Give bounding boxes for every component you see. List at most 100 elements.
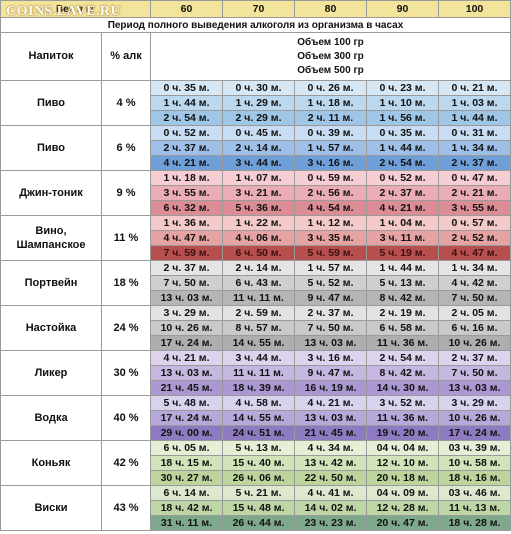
weight-col-header: 70 bbox=[222, 0, 295, 18]
time-cell: 14 ч. 55 м. bbox=[222, 410, 295, 426]
time-cell: 4 ч. 54 м. bbox=[294, 200, 367, 216]
time-cell: 10 ч. 26 м. bbox=[150, 320, 223, 336]
time-cell: 0 ч. 45 м. bbox=[222, 125, 295, 141]
time-cell: 2 ч. 21 м. bbox=[438, 185, 511, 201]
time-cell: 4 ч. 47 м. bbox=[438, 245, 511, 261]
drink-abv: 9 % bbox=[101, 170, 151, 216]
drink-row: 3 ч. 55 м. 3 ч. 21 м. 2 ч. 56 м. 2 ч. 37 м.… bbox=[1, 185, 511, 201]
time-cell: 31 ч. 11 м. bbox=[150, 515, 223, 531]
time-cell: 1 ч. 22 м. bbox=[222, 215, 295, 231]
time-cell: 22 ч. 50 м. bbox=[294, 470, 367, 486]
time-cell: 2 ч. 54 м. bbox=[150, 110, 223, 126]
time-cell: 1 ч. 18 м. bbox=[294, 95, 367, 111]
time-cell: 24 ч. 51 м. bbox=[222, 425, 295, 441]
time-cell: 5 ч. 19 м. bbox=[366, 245, 439, 261]
abv-column-header: % алк bbox=[101, 32, 151, 81]
time-cell: 11 ч. 13 м. bbox=[438, 500, 511, 516]
time-cell: 23 ч. 23 м. bbox=[294, 515, 367, 531]
time-cell: 2 ч. 37 м. bbox=[438, 350, 511, 366]
time-cell: 1 ч. 56 м. bbox=[366, 110, 439, 126]
volume-300-label: Объем 300 гр bbox=[297, 50, 364, 62]
time-cell: 0 ч. 52 м. bbox=[150, 125, 223, 141]
time-cell: 15 ч. 40 м. bbox=[222, 455, 295, 471]
time-cell: 1 ч. 34 м. bbox=[438, 260, 511, 276]
drink-abv: 18 % bbox=[101, 260, 151, 306]
time-cell: 30 ч. 27 м. bbox=[150, 470, 223, 486]
time-cell: 5 ч. 13 м. bbox=[222, 440, 295, 456]
time-cell: 3 ч. 55 м. bbox=[438, 200, 511, 216]
drink-name: Настойка bbox=[0, 305, 102, 351]
drink-row: 18 ч. 15 м. 15 ч. 40 м. 13 ч. 42 м. 12 ч. 1… bbox=[1, 455, 511, 471]
time-cell: 1 ч. 36 м. bbox=[150, 215, 223, 231]
time-cell: 4 ч. 21 м. bbox=[150, 350, 223, 366]
time-cell: 12 ч. 28 м. bbox=[366, 500, 439, 516]
drink-abv: 6 % bbox=[101, 125, 151, 171]
time-cell: 14 ч. 55 м. bbox=[222, 335, 295, 351]
drink-abv: 11 % bbox=[101, 215, 151, 261]
drink-row: Ликер 30 % 4 ч. 21 м. 3 ч. 44 м. 3 ч. 16 м. 2… bbox=[0, 350, 511, 396]
time-cell: 4 ч. 34 м. bbox=[294, 440, 367, 456]
drink-row: 13 ч. 03 м. 11 ч. 11 м. 9 ч. 47 м. 8 ч. 42 … bbox=[1, 365, 511, 381]
time-cell: 2 ч. 37 м. bbox=[150, 260, 223, 276]
time-cell: 0 ч. 21 м. bbox=[438, 80, 511, 96]
time-cell: 13 ч. 03 м. bbox=[150, 290, 223, 306]
time-cell: 12 ч. 10 м. bbox=[366, 455, 439, 471]
time-cell: 3 ч. 44 м. bbox=[222, 155, 295, 171]
drink-row: Джин-тоник 9 % 1 ч. 18 м. 1 ч. 07 м. 0 ч. 59… bbox=[0, 170, 511, 216]
time-cell: 11 ч. 11 м. bbox=[222, 365, 295, 381]
volume-legend: Объем 100 гр Объем 300 гр Объем 500 гр bbox=[150, 32, 511, 81]
time-cell: 11 ч. 36 м. bbox=[366, 335, 439, 351]
drink-abv: 40 % bbox=[101, 395, 151, 441]
time-cell: 1 ч. 10 м. bbox=[366, 95, 439, 111]
time-cell: 0 ч. 57 м. bbox=[438, 215, 511, 231]
drink-name: Пиво bbox=[0, 80, 102, 126]
time-cell: 17 ч. 24 м. bbox=[438, 425, 511, 441]
time-cell: 6 ч. 16 м. bbox=[438, 320, 511, 336]
time-cell: 18 ч. 16 м. bbox=[438, 470, 511, 486]
drink-name: Водка bbox=[0, 395, 102, 441]
weight-col-header: 90 bbox=[366, 0, 439, 18]
time-cell: 19 ч. 20 м. bbox=[366, 425, 439, 441]
time-cell: 5 ч. 36 м. bbox=[222, 200, 295, 216]
drink-row: 17 ч. 24 м. 14 ч. 55 м. 13 ч. 03 м. 11 ч. 3… bbox=[1, 410, 511, 426]
time-cell: 7 ч. 50 м. bbox=[438, 290, 511, 306]
time-cell: 3 ч. 29 м. bbox=[150, 305, 223, 321]
drink-row: 31 ч. 11 м. 26 ч. 44 м. 23 ч. 23 м. 20 ч. 4… bbox=[1, 515, 511, 531]
time-cell: 26 ч. 44 м. bbox=[222, 515, 295, 531]
time-cell: 18 ч. 15 м. bbox=[150, 455, 223, 471]
drink-row: Портвейн 18 % 2 ч. 37 м. 2 ч. 14 м. 1 ч. 57 … bbox=[0, 260, 511, 306]
time-cell: 18 ч. 28 м. bbox=[438, 515, 511, 531]
time-cell: 16 ч. 19 м. bbox=[294, 380, 367, 396]
time-cell: 0 ч. 35 м. bbox=[366, 125, 439, 141]
drink-row: 2 ч. 54 м. 2 ч. 29 м. 2 ч. 11 м. 1 ч. 56 м.… bbox=[1, 110, 511, 126]
weight-col-header: 80 bbox=[294, 0, 367, 18]
time-cell: 3 ч. 44 м. bbox=[222, 350, 295, 366]
time-cell: 3 ч. 35 м. bbox=[294, 230, 367, 246]
drink-name: Портвейн bbox=[0, 260, 102, 306]
time-cell: 5 ч. 59 м. bbox=[294, 245, 367, 261]
time-cell: 2 ч. 11 м. bbox=[294, 110, 367, 126]
time-cell: 04 ч. 09 м. bbox=[366, 485, 439, 501]
drink-name: Пиво bbox=[0, 125, 102, 171]
watermark: COINS.LAVE.RU bbox=[6, 4, 122, 19]
drink-row: Вино, Шампанское 11 % 1 ч. 36 м. 1 ч. 22 м.… bbox=[0, 215, 511, 261]
volume-100-label: Объем 100 гр bbox=[297, 36, 364, 48]
time-cell: 2 ч. 52 м. bbox=[438, 230, 511, 246]
time-cell: 6 ч. 14 м. bbox=[150, 485, 223, 501]
time-cell: 04 ч. 04 м. bbox=[366, 440, 439, 456]
column-header-row: Напиток % алк Объем 100 гр Объем 300 гр … bbox=[0, 32, 511, 81]
time-cell: 4 ч. 47 м. bbox=[150, 230, 223, 246]
time-cell: 15 ч. 48 м. bbox=[222, 500, 295, 516]
drink-row: Пиво 6 % 0 ч. 52 м. 0 ч. 45 м. 0 ч. 39 м. 0 ч… bbox=[0, 125, 511, 171]
time-cell: 3 ч. 16 м. bbox=[294, 350, 367, 366]
time-cell: 6 ч. 50 м. bbox=[222, 245, 295, 261]
time-cell: 1 ч. 34 м. bbox=[438, 140, 511, 156]
time-cell: 4 ч. 21 м. bbox=[366, 200, 439, 216]
time-cell: 7 ч. 50 м. bbox=[150, 275, 223, 291]
time-cell: 4 ч. 21 м. bbox=[294, 395, 367, 411]
time-cell: 3 ч. 21 м. bbox=[222, 185, 295, 201]
time-cell: 29 ч. 00 м. bbox=[150, 425, 223, 441]
time-cell: 0 ч. 30 м. bbox=[222, 80, 295, 96]
drink-row: 4 ч. 21 м. 3 ч. 44 м. 3 ч. 16 м. 2 ч. 54 м.… bbox=[1, 155, 511, 171]
